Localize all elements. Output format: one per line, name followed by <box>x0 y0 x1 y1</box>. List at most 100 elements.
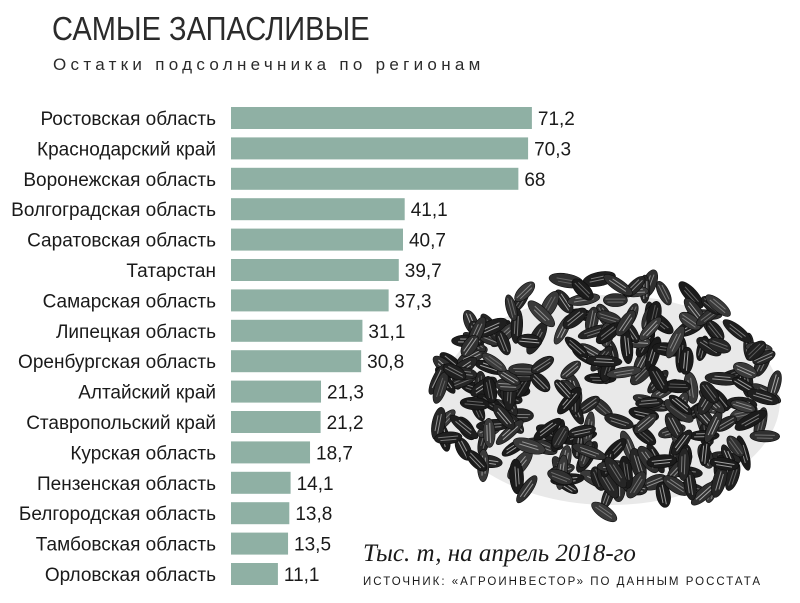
seed <box>604 413 634 430</box>
seed <box>562 307 588 330</box>
source-note: ИСТОЧНИК: «АГРОИНВЕСТОР» ПО ДАННЫМ РОССТ… <box>363 576 763 588</box>
seed <box>434 431 463 445</box>
value-label: 13,5 <box>294 535 331 556</box>
bar <box>231 350 362 373</box>
seed <box>482 418 496 448</box>
bar <box>231 411 321 433</box>
category-label: Белгородская область <box>19 504 216 525</box>
seed <box>639 316 662 341</box>
seed <box>431 407 446 441</box>
seed <box>749 430 780 443</box>
seed <box>734 409 767 431</box>
seed <box>481 352 507 373</box>
bar <box>231 441 311 464</box>
bar <box>231 319 363 342</box>
value-label: 18,7 <box>316 443 353 464</box>
seed <box>699 381 720 404</box>
seed <box>554 379 573 400</box>
seed <box>577 395 600 414</box>
seed <box>442 363 467 381</box>
category-label: Тамбовская область <box>36 535 216 556</box>
chart-subtitle: Остатки подсолнечника по регионам <box>53 55 485 74</box>
seed <box>516 475 538 504</box>
seed <box>646 454 678 469</box>
value-label: 40,7 <box>409 231 446 252</box>
category-label: Саратовская область <box>27 231 216 252</box>
value-label: 41,1 <box>411 200 448 221</box>
seed <box>591 501 618 523</box>
seed <box>678 346 694 375</box>
seed <box>449 414 479 439</box>
bar <box>231 167 519 190</box>
value-label: 14,1 <box>297 474 334 495</box>
seed <box>678 311 702 331</box>
seed <box>459 397 490 411</box>
seed <box>730 399 756 413</box>
bar <box>231 380 322 403</box>
seed <box>709 457 739 471</box>
category-label: Татарстан <box>126 261 216 282</box>
value-label: 13,8 <box>295 504 332 525</box>
seed <box>705 294 731 317</box>
seed <box>655 281 672 306</box>
seed <box>677 447 690 481</box>
bar <box>231 259 399 281</box>
bar <box>231 289 389 312</box>
bar <box>231 471 291 494</box>
category-label: Самарская область <box>43 291 217 312</box>
seed <box>527 300 555 328</box>
value-label: 31,1 <box>368 322 405 343</box>
seed <box>585 355 623 368</box>
seed <box>564 336 589 358</box>
value-label: 71,2 <box>538 109 575 130</box>
sunflower-seeds-image <box>428 269 782 523</box>
value-label: 37,3 <box>395 291 432 312</box>
bar <box>231 502 290 525</box>
seed <box>512 437 546 455</box>
seed <box>707 337 732 354</box>
seed <box>665 325 686 359</box>
chart-title: САМЫЕ ЗАПАСЛИВЫЕ <box>52 10 370 47</box>
seed <box>606 366 642 379</box>
value-label: 39,7 <box>405 261 442 282</box>
seed <box>704 410 723 443</box>
seed <box>514 281 536 302</box>
seed <box>460 334 480 357</box>
seed <box>604 456 627 489</box>
unit-note: Тыс. т, на апрель 2018-го <box>363 540 636 567</box>
category-label: Ставропольский край <box>26 413 216 434</box>
seed <box>571 278 594 301</box>
seed <box>492 403 516 430</box>
category-label: Пензенская область <box>37 474 216 495</box>
seed <box>705 320 725 342</box>
category-label: Ростовская область <box>40 109 216 130</box>
seed <box>747 389 780 406</box>
seed <box>466 449 488 472</box>
seed <box>722 319 752 343</box>
bar <box>231 107 532 129</box>
category-label: Курская область <box>70 443 216 464</box>
seed <box>509 458 524 495</box>
bar <box>231 563 278 585</box>
seed <box>733 362 758 379</box>
seed <box>603 274 633 296</box>
bar <box>231 198 405 221</box>
seed <box>664 412 684 440</box>
seed <box>615 310 636 337</box>
bar <box>231 228 403 251</box>
category-label: Орловская область <box>45 565 216 586</box>
seed <box>547 468 574 485</box>
seed <box>668 394 693 415</box>
category-label: Оренбургская область <box>18 352 216 373</box>
value-label: 21,3 <box>327 383 364 404</box>
seed <box>678 281 704 309</box>
seed <box>560 360 581 380</box>
value-label: 30,8 <box>367 352 404 373</box>
value-label: 11,1 <box>284 565 320 586</box>
seed <box>648 365 669 394</box>
seed <box>504 294 518 321</box>
seed <box>699 441 711 467</box>
value-label: 68 <box>524 170 545 191</box>
category-label: Алтайский край <box>78 383 216 404</box>
